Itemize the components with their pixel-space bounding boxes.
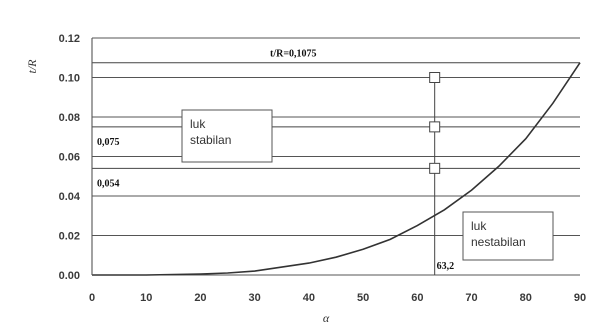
y-axis-label: t/R [25, 59, 39, 74]
y-tick-label: 0.06 [59, 152, 80, 164]
annotation-text: stabilan [190, 133, 231, 147]
annotation-text: luk [190, 117, 206, 131]
y-tick-label: 0.10 [59, 73, 80, 85]
y-tick-label: 0.08 [59, 112, 80, 124]
y-tick-label: 0.02 [59, 231, 80, 243]
x-tick-label: 30 [249, 292, 261, 304]
x-axis-label: α [323, 311, 330, 325]
series-layer [92, 62, 581, 276]
x-tick-label: 70 [465, 292, 477, 304]
x-tick-label: 50 [357, 292, 369, 304]
y-tick-label: 0.04 [59, 191, 81, 203]
reference-label: 0,075 [97, 137, 120, 148]
marker-square [429, 72, 441, 83]
reference-label: 63,2 [437, 261, 455, 272]
marker-square [429, 162, 441, 174]
reference-label: 0,054 [97, 178, 120, 189]
x-tick-label: 10 [140, 292, 152, 304]
x-tick-label: 20 [194, 292, 206, 304]
annotation-box [181, 109, 273, 163]
x-tick-label: 80 [520, 292, 532, 304]
marker-square [429, 121, 441, 133]
x-tick-label: 60 [411, 292, 423, 304]
axes: 0.00 0.02 0.04 0.06 0.08 0.10 0.12 0 10 20 30 40 50 6… [25, 33, 586, 325]
annotation-text: nestabilan [471, 235, 526, 249]
x-tick-label: 90 [574, 292, 586, 304]
annotations: t/R=0,1075 0,075 0,054 63,2 luk stabilan luk ne… [97, 49, 554, 272]
annotation-text: luk [471, 219, 487, 233]
x-tick-label: 40 [303, 292, 315, 304]
gridlines [92, 37, 580, 276]
reference-label: t/R=0,1075 [270, 49, 317, 60]
y-tick-label: 0.00 [59, 270, 80, 282]
reference-lines [92, 62, 580, 275]
x-tick-label: 0 [89, 292, 95, 304]
series-line [92, 62, 581, 276]
annotation-box [462, 211, 554, 261]
y-tick-label: 0.12 [59, 33, 80, 45]
